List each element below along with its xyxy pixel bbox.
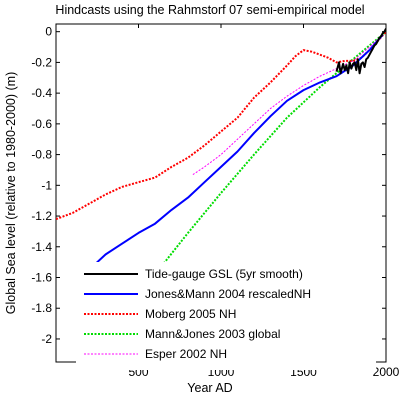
y-tick-label: -1.6: [31, 271, 52, 285]
y-tick-label: -1.4: [31, 240, 52, 254]
series-line-2: [56, 31, 386, 221]
y-axis-title: Global Sea level (relative to 1980-2000)…: [4, 72, 18, 314]
y-tick-label: -1.8: [31, 301, 52, 315]
y-tick-label: -0.4: [31, 86, 52, 100]
chart-title: Hindcasts using the Rahmstorf 07 semi-em…: [55, 3, 364, 17]
y-tick-label: 0: [45, 25, 52, 39]
y-tick-label: -1: [41, 178, 52, 192]
x-tick-label: 2000: [373, 365, 400, 379]
legend-label: Mann&Jones 2003 global: [145, 327, 280, 341]
legend: Tide-gauge GSL (5yr smooth) Jones&Mann 20…: [76, 262, 376, 370]
y-tick-label: -2: [41, 332, 52, 346]
x-axis-title: Year AD: [187, 381, 232, 395]
y-tick-label: -0.6: [31, 117, 52, 131]
legend-label: Esper 2002 NH: [145, 347, 227, 361]
legend-label: Moberg 2005 NH: [145, 307, 236, 321]
y-tick-label: -0.2: [31, 55, 52, 69]
series-line-0: [335, 28, 386, 75]
legend-box: [76, 262, 376, 370]
legend-label: Jones&Mann 2004 rescaledNH: [145, 287, 311, 301]
series-line-1: [88, 34, 384, 271]
y-tick-label: -1.2: [31, 209, 52, 223]
legend-label: Tide-gauge GSL (5yr smooth): [145, 267, 303, 281]
series-line-4: [192, 34, 384, 176]
y-tick-label: -0.8: [31, 148, 52, 162]
